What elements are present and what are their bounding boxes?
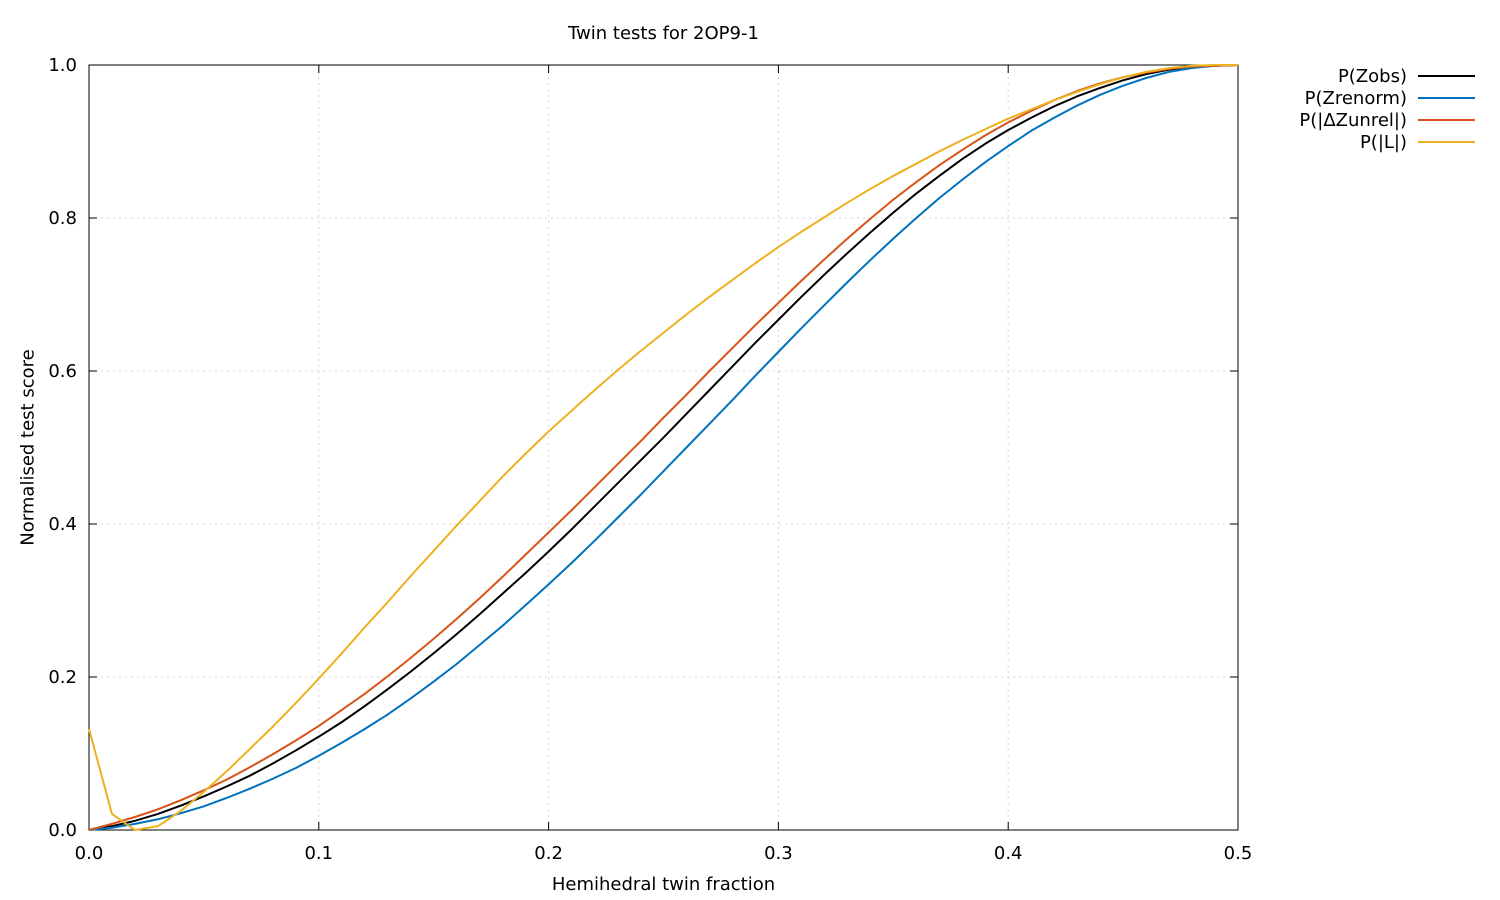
y-axis-label: Normalised test score: [17, 349, 38, 545]
series-line-4: [88, 64, 1238, 831]
x-tick-label: 0.0: [75, 843, 104, 864]
x-tick-label: 0.4: [994, 843, 1023, 864]
x-tick-label: 0.1: [304, 843, 333, 864]
chart-title: Twin tests for 2OP9-1: [567, 23, 759, 44]
legend-label-3: P(|ΔZunrel|): [1299, 110, 1407, 131]
series-line-1: [88, 64, 1239, 831]
legend-label-1: P(Zobs): [1338, 66, 1407, 87]
y-tick-label: 0.6: [48, 361, 77, 382]
x-tick-label: 0.5: [1224, 843, 1253, 864]
x-axis-label: Hemihedral twin fraction: [552, 874, 775, 895]
series-lines: [88, 64, 1239, 831]
y-tick-label: 0.8: [48, 208, 77, 229]
axis-ticks: 0.0 0.1 0.2 0.3 0.4 0.5 0.0 0.2 0.4 0.6 0.8 1.0: [48, 55, 1252, 864]
legend: P(Zobs)P(Zrenorm)P(|ΔZunrel|)P(|L|): [1299, 66, 1475, 153]
legend-label-4: P(|L|): [1360, 132, 1407, 153]
y-tick-label: 0.0: [48, 820, 77, 841]
y-tick-label: 0.2: [48, 667, 77, 688]
plot-frame: [88, 64, 1239, 831]
grid-lines: [89, 65, 1238, 830]
x-tick-label: 0.3: [764, 843, 793, 864]
x-tick-label: 0.2: [534, 843, 563, 864]
series-line-2: [88, 64, 1239, 831]
y-tick-label: 1.0: [48, 55, 77, 76]
y-tick-label: 0.4: [48, 514, 77, 535]
legend-label-2: P(Zrenorm): [1305, 88, 1407, 109]
